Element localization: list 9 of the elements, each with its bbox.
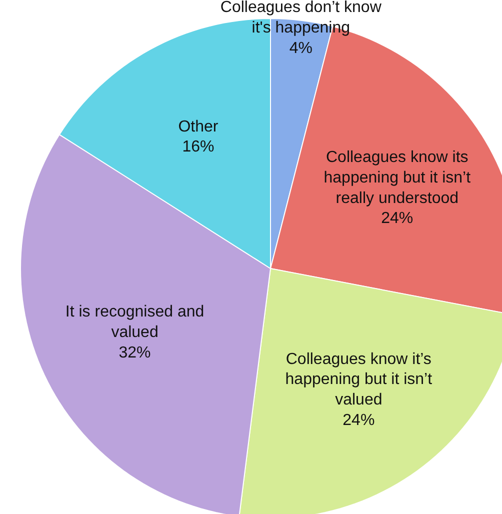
data-label: 32% xyxy=(118,344,151,362)
slice-label: Other xyxy=(178,118,219,136)
slice-label: It is recognised and valued xyxy=(65,303,204,341)
data-label: 16% xyxy=(182,138,214,156)
data-label: 24% xyxy=(342,412,375,429)
slice-label: Colleagues know it’s happening but it isn’t valued xyxy=(285,350,433,409)
slice-label: Colleagues know its happening but it isn’t really understood xyxy=(324,149,472,207)
data-label: 4% xyxy=(289,40,312,57)
data-label: 24% xyxy=(381,210,414,228)
